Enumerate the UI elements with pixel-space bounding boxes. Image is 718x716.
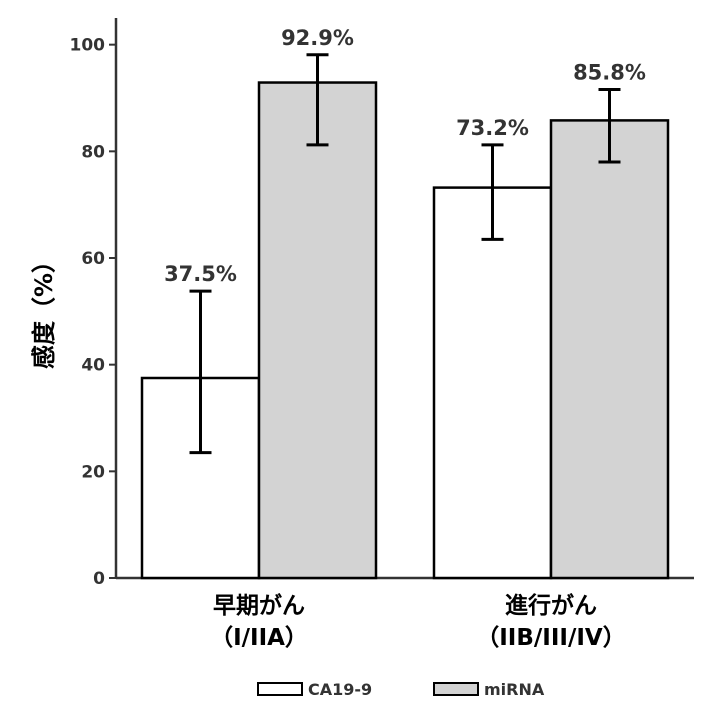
data-label: 73.2% xyxy=(456,116,529,140)
data-label: 37.5% xyxy=(164,262,237,286)
bar xyxy=(432,186,553,580)
y-tick-label: 100 xyxy=(70,36,106,56)
legend-swatch xyxy=(257,682,303,696)
y-axis-title: 感度（%） xyxy=(30,249,58,369)
legend-label: CA19-9 xyxy=(308,680,372,699)
data-label: 92.9% xyxy=(281,26,354,50)
y-tick-label: 40 xyxy=(81,356,105,376)
data-label: 85.8% xyxy=(573,60,646,84)
legend-label: miRNA xyxy=(484,680,545,699)
bar xyxy=(549,119,670,580)
chart-legend: CA19-9 miRNA xyxy=(257,680,545,699)
x-tick-label: 進行がん xyxy=(505,592,597,619)
x-tick-label-stage: （I/IIA） xyxy=(210,624,308,651)
x-tick-label: 早期がん xyxy=(213,592,305,619)
y-tick-label: 80 xyxy=(81,142,105,162)
bar xyxy=(257,81,378,580)
y-tick-label: 60 xyxy=(81,249,105,269)
chart-bars xyxy=(140,53,670,580)
legend-swatch xyxy=(433,682,479,696)
y-tick-label: 20 xyxy=(81,462,105,482)
x-tick-label-stage: （IIB/III/IV） xyxy=(476,624,625,651)
chart-labels: 37.5% 92.9% 早期がん （I/IIA） 73.2% 85.8% 進行がん （IIB/… xyxy=(164,26,646,651)
y-tick-label: 0 xyxy=(93,569,105,589)
